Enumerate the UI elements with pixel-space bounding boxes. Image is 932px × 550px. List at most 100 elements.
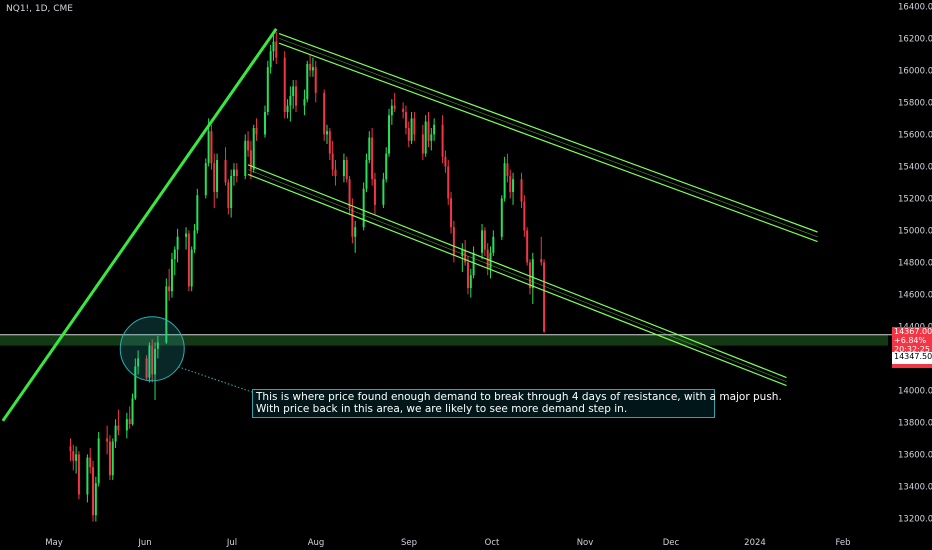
x-tick-label: Dec [663,538,680,548]
candle [520,172,523,208]
candle [509,169,512,199]
candle [382,172,385,208]
annotation-callout[interactable]: This is where price found enough demand … [252,389,782,418]
breakout-circle [119,316,185,382]
candle-body [311,67,314,71]
candle-body [368,137,371,160]
candle-body [466,262,469,288]
candle-body [371,137,374,180]
x-tick-label: May [45,538,63,548]
y-tick-label: 15000.00 [898,226,932,236]
candle [461,243,464,272]
candle [348,176,351,215]
candle-body [461,249,464,256]
candle [213,153,216,208]
candle-body [252,128,255,170]
candle [193,224,196,253]
candle-body [351,208,354,237]
candle [292,80,295,109]
candle-body [89,457,92,468]
candle-body [106,438,109,442]
candle [190,246,193,292]
candle [309,54,312,77]
candle [111,438,114,480]
candle-body [275,41,278,58]
candle [489,246,492,279]
candle-body [128,419,131,424]
candle-body [190,249,193,287]
y-tick-label: 15800.00 [898,98,932,108]
candle-body [450,198,453,228]
candle [303,89,306,116]
candle [224,147,227,186]
candle-body [303,99,306,106]
candle [185,227,188,250]
candle-body [348,179,351,208]
candle [295,80,297,112]
candle [385,147,388,183]
candle-body [165,286,168,343]
candle [266,60,269,116]
candle [89,448,92,474]
candle [427,112,430,148]
candle [430,128,433,151]
candle-body [393,105,396,109]
candle [354,220,357,253]
candle-body [323,92,326,135]
y-tick-label: 14800.00 [898,258,932,268]
candle-body [134,366,137,399]
candle-body [512,179,515,192]
candle [492,230,495,256]
candle [424,115,427,157]
y-tick-label: 15600.00 [898,130,932,140]
y-tick-label: 16000.00 [898,66,932,76]
candle-body [407,128,410,141]
candle [283,51,286,119]
candle-body [345,160,348,180]
candle [506,153,509,183]
y-tick-label: 14600.00 [898,290,932,300]
candle [232,163,235,186]
channel-lower-inner-line [247,173,787,387]
candle [342,153,345,183]
candle [165,278,168,344]
channel-upper-mid-line [278,38,818,238]
candle [433,118,436,141]
candle-body [402,108,405,112]
candle [368,131,371,164]
candle [323,89,326,141]
x-tick-label: Jun [137,538,151,548]
y-tick-label: 13200.00 [898,514,932,524]
candle-body [430,134,433,141]
candle-body [176,236,179,250]
ticker-label: NQ1!, 1D, CME [6,4,73,14]
candle-body [193,230,196,250]
candle-body [464,249,467,263]
candle [362,182,365,231]
candle-body [263,112,266,135]
candle-body [170,259,173,292]
candle [311,57,314,77]
uptrend-line [1,27,278,422]
candle-body [472,252,475,276]
candle [235,163,238,183]
candle [512,172,515,205]
x-tick-label: Jul [226,538,237,548]
candle [289,86,292,122]
candle [114,419,117,448]
candle [413,112,416,141]
candle [92,460,95,522]
candle [523,195,526,237]
candle [108,435,111,480]
y-tick-label: 15400.00 [898,162,932,172]
candle [540,236,543,266]
candle-body [404,112,407,128]
trendlines-layer [1,27,818,422]
candle [306,60,309,103]
candle [151,339,154,383]
candle [255,118,258,141]
level-price-tag: 14347.50 [892,352,932,364]
candle-body [269,51,272,68]
candle [75,446,78,474]
